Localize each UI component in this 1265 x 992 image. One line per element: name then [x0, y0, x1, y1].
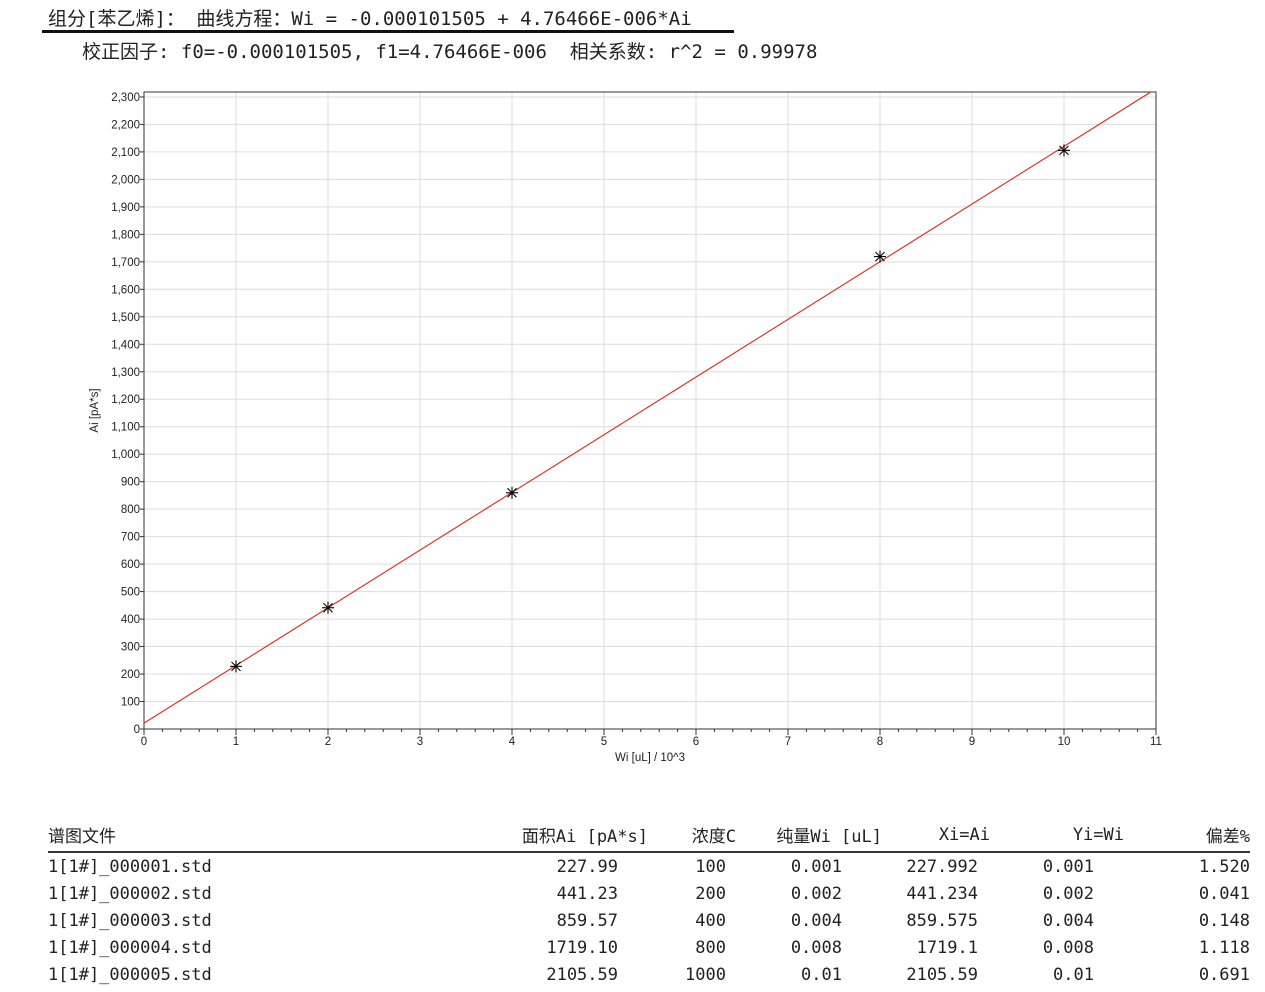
table-row: 1[1#]_000002.std 441.23 200 0.002 441.234 0.0… — [48, 880, 1250, 907]
y-tick-label: 800 — [121, 504, 140, 516]
table-cell: 1000 — [685, 964, 726, 985]
curve-equation-title: 组分[苯乙烯]： 曲线方程：Wi = -0.000101505 + 4.7646… — [48, 8, 692, 30]
data-point-marker — [1058, 144, 1070, 157]
y-tick-label: 2,000 — [111, 174, 140, 186]
y-tick-label: 700 — [121, 532, 140, 544]
col-yi: Yi=Wi — [990, 820, 1124, 853]
table-cell: 0.008 — [1042, 937, 1094, 958]
x-axis-label: Wi [uL] / 10^3 — [615, 752, 685, 764]
y-tick-label: 1,600 — [111, 284, 140, 296]
y-tick-label: 2,100 — [111, 147, 140, 159]
x-tick-label: 10 — [1058, 736, 1071, 748]
table-cell: 1[1#]_000003.std — [48, 910, 212, 931]
table-cell: 859.575 — [906, 910, 978, 931]
col-area: 面积Ai [pA*s] — [518, 820, 648, 853]
col-dev: 偏差% — [1124, 820, 1250, 853]
table-cell: 0.001 — [790, 856, 842, 877]
col-file: 谱图文件 — [48, 820, 518, 853]
col-xi: Xi=Ai — [882, 820, 990, 853]
calibration-chart: 01002003004005006007008009001,0001,1001,… — [89, 91, 1162, 764]
y-tick-label: 1,100 — [111, 422, 140, 434]
table-header-row: 谱图文件 面积Ai [pA*s] 浓度C 纯量Wi [uL] Xi=Ai Yi=… — [48, 820, 1250, 853]
x-tick-label: 3 — [417, 736, 423, 748]
table-cell: 200 — [695, 883, 726, 904]
data-point-marker — [874, 250, 886, 263]
y-tick-label: 1,200 — [111, 394, 140, 406]
y-tick-label: 1,500 — [111, 312, 140, 324]
title-underline — [42, 30, 734, 33]
y-tick-label: 500 — [121, 587, 140, 599]
x-tick-label: 5 — [601, 736, 607, 748]
table-cell: 859.57 — [556, 910, 618, 931]
plot-frame — [143, 91, 1157, 730]
table-cell: 0.008 — [790, 937, 842, 958]
table-cell: 1[1#]_000002.std — [48, 883, 212, 904]
y-tick-label: 900 — [121, 477, 140, 489]
table-row: 1[1#]_000005.std 2105.59 1000 0.01 2105.59 0.… — [48, 961, 1250, 988]
x-tick-label: 7 — [785, 736, 791, 748]
x-tick-label: 6 — [693, 736, 699, 748]
data-point-marker — [506, 486, 518, 499]
y-tick-label: 1,000 — [111, 449, 140, 461]
y-axis-label: Ai [pA*s] — [89, 388, 101, 432]
table-cell: 441.23 — [556, 883, 618, 904]
y-tick-label: 2,300 — [111, 92, 140, 104]
y-tick-label: 1,900 — [111, 202, 140, 214]
table-cell: 227.99 — [556, 856, 618, 877]
y-tick-label: 1,300 — [111, 367, 140, 379]
table-cell: 2105.59 — [546, 964, 618, 985]
table-cell: 1719.10 — [546, 937, 618, 958]
y-tick-label: 400 — [121, 614, 140, 626]
y-tick-label: 600 — [121, 559, 140, 571]
table-cell: 0.004 — [1042, 910, 1094, 931]
x-tick-label: 8 — [877, 736, 883, 748]
table-row: 1[1#]_000003.std 859.57 400 0.004 859.575 0.0… — [48, 907, 1250, 934]
col-wi: 纯量Wi [uL] — [736, 820, 882, 853]
x-tick-label: 9 — [969, 736, 975, 748]
x-tick-label: 11 — [1150, 736, 1162, 748]
x-tick-label: 4 — [509, 736, 516, 748]
x-tick-label: 2 — [325, 736, 331, 748]
table-cell: 441.234 — [906, 883, 978, 904]
table-cell: 0.001 — [1042, 856, 1094, 877]
table-cell: 0.002 — [1042, 883, 1094, 904]
y-tick-label: 100 — [121, 697, 140, 709]
table-cell: 100 — [695, 856, 726, 877]
x-tick-label: 1 — [233, 736, 239, 748]
table-row: 1[1#]_000004.std 1719.10 800 0.008 1719.1 0.0… — [48, 934, 1250, 961]
table-cell: 0.004 — [790, 910, 842, 931]
y-tick-label: 1,400 — [111, 339, 140, 351]
y-tick-label: 200 — [121, 669, 140, 681]
calibration-factors: 校正因子: f0=-0.000101505, f1=4.76466E-006 相… — [82, 41, 818, 63]
y-tick-label: 0 — [134, 724, 140, 736]
col-conc: 浓度C — [648, 820, 736, 853]
table-cell: 0.148 — [1198, 910, 1250, 931]
table-cell: 0.01 — [1053, 964, 1094, 985]
table-cell: 2105.59 — [906, 964, 978, 985]
table-cell: 0.041 — [1198, 883, 1250, 904]
y-tick-label: 300 — [121, 642, 140, 654]
table-cell: 227.992 — [906, 856, 978, 877]
table-cell: 800 — [695, 937, 726, 958]
data-point-marker — [230, 660, 242, 673]
table-cell: 1[1#]_000004.std — [48, 937, 212, 958]
data-point-marker — [322, 601, 334, 614]
table-cell: 1.118 — [1198, 937, 1250, 958]
y-tick-label: 2,200 — [111, 119, 140, 131]
table-cell: 0.002 — [790, 883, 842, 904]
table-cell: 400 — [695, 910, 726, 931]
fit-line — [143, 91, 1152, 724]
calibration-table: 谱图文件 面积Ai [pA*s] 浓度C 纯量Wi [uL] Xi=Ai Yi=… — [48, 820, 1250, 988]
table-cell: 0.01 — [801, 964, 842, 985]
table-cell: 1[1#]_000001.std — [48, 856, 212, 877]
table-cell: 1[1#]_000005.std — [48, 964, 212, 985]
y-tick-label: 1,700 — [111, 257, 140, 269]
table-cell: 1719.1 — [916, 937, 978, 958]
y-tick-label: 1,800 — [111, 229, 140, 241]
table-row: 1[1#]_000001.std 227.99 100 0.001 227.992 0.0… — [48, 852, 1250, 880]
x-tick-label: 0 — [141, 736, 147, 748]
table-cell: 1.520 — [1198, 856, 1250, 877]
table-cell: 0.691 — [1198, 964, 1250, 985]
